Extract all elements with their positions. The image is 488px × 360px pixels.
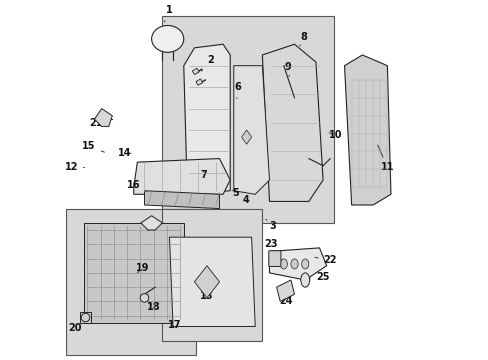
Text: 19: 19	[136, 262, 149, 273]
FancyBboxPatch shape	[162, 16, 333, 223]
Polygon shape	[276, 280, 294, 301]
Text: 7: 7	[200, 170, 206, 180]
Polygon shape	[183, 44, 230, 194]
Text: 9: 9	[284, 63, 291, 76]
Text: 3: 3	[265, 219, 276, 231]
Text: 2: 2	[201, 55, 214, 71]
Text: 4: 4	[237, 195, 249, 204]
Polygon shape	[144, 191, 219, 208]
Circle shape	[81, 313, 90, 322]
Text: 16: 16	[127, 180, 146, 192]
Text: 20: 20	[68, 318, 83, 333]
FancyBboxPatch shape	[162, 208, 262, 341]
Text: 5: 5	[232, 188, 239, 198]
Text: 12: 12	[64, 162, 84, 172]
Polygon shape	[233, 66, 269, 194]
Text: 17: 17	[168, 320, 181, 330]
Text: 21: 21	[89, 118, 103, 128]
Text: 24: 24	[278, 293, 292, 306]
Circle shape	[140, 294, 148, 302]
Polygon shape	[141, 216, 162, 230]
Ellipse shape	[290, 259, 298, 269]
FancyBboxPatch shape	[268, 251, 281, 266]
FancyBboxPatch shape	[66, 208, 196, 355]
Text: 11: 11	[377, 145, 393, 172]
Bar	[196, 79, 203, 85]
Bar	[192, 68, 199, 75]
Polygon shape	[80, 312, 91, 323]
Text: 22: 22	[314, 255, 336, 265]
Text: 25: 25	[310, 272, 329, 282]
Polygon shape	[134, 158, 230, 194]
Ellipse shape	[280, 259, 287, 269]
Ellipse shape	[301, 259, 308, 269]
Ellipse shape	[300, 273, 309, 287]
Polygon shape	[194, 266, 219, 298]
Polygon shape	[269, 248, 326, 280]
Text: 1: 1	[164, 5, 172, 22]
Polygon shape	[262, 44, 323, 202]
Polygon shape	[94, 109, 112, 126]
Text: 23: 23	[264, 239, 278, 254]
Text: 18: 18	[146, 302, 160, 312]
Text: 8: 8	[299, 32, 306, 46]
Text: 15: 15	[82, 141, 104, 152]
Text: 10: 10	[328, 130, 342, 140]
Polygon shape	[241, 130, 251, 144]
Polygon shape	[83, 223, 183, 323]
Polygon shape	[344, 55, 390, 205]
Text: 14: 14	[118, 148, 131, 158]
Ellipse shape	[151, 26, 183, 52]
Text: 6: 6	[233, 82, 240, 99]
Text: 13: 13	[200, 284, 213, 301]
Polygon shape	[169, 237, 255, 327]
